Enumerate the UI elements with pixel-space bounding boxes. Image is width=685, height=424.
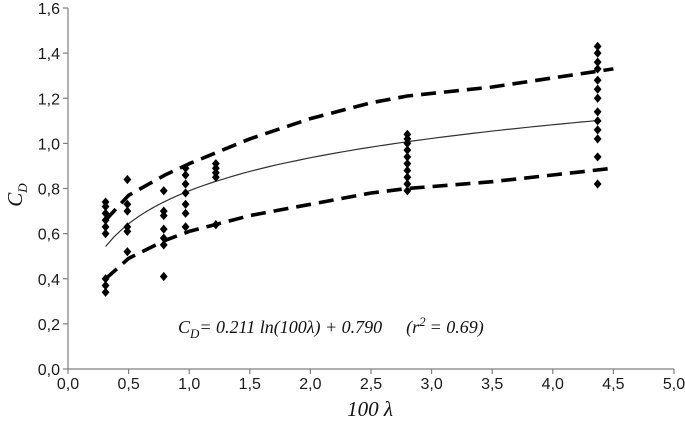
data-point-marker (101, 215, 110, 225)
x-tick-label: 1,5 (239, 376, 261, 393)
data-point-marker (159, 271, 168, 282)
x-tick-label: 3,5 (481, 376, 503, 393)
data-point-marker (181, 179, 190, 189)
data-point-marker (211, 220, 220, 230)
data-point-marker (403, 152, 412, 162)
data-point-marker (593, 134, 602, 144)
data-point-marker (593, 48, 602, 58)
data-point-marker (403, 129, 412, 139)
data-point-marker (593, 152, 602, 162)
data-point-marker (593, 84, 602, 94)
data-point-marker (159, 206, 168, 216)
lower-bound-curve (104, 166, 614, 281)
x-tick-label: 3,0 (420, 376, 442, 393)
fit-equation-annotation: CD= 0.211 ln(100λ) + 0.790 (r2 = 0.69) (178, 314, 484, 341)
data-point-marker (159, 233, 168, 243)
data-point-marker (159, 240, 168, 250)
data-point-marker (593, 179, 602, 189)
data-point-marker (101, 222, 110, 232)
x-tick-label: 0,5 (117, 376, 139, 393)
y-tick-label: 0,4 (38, 272, 60, 289)
equation-cd-base: C (178, 317, 191, 337)
x-tick-label: 2,5 (360, 376, 382, 393)
data-point-marker (181, 222, 190, 232)
data-point-marker (181, 188, 190, 198)
data-point-marker (403, 186, 412, 196)
x-axis-title: 100 λ (347, 397, 393, 421)
x-tick-label: 1,0 (178, 376, 200, 393)
x-tick-label: 4,5 (602, 376, 624, 393)
data-point-marker (101, 197, 110, 207)
data-point-marker (123, 199, 132, 209)
x-tick-label: 5,0 (663, 376, 685, 393)
data-point-marker (181, 163, 190, 173)
data-point-marker (101, 208, 110, 218)
axis-ticks: 0,0 0,5 1,0 1,5 2,0 2,5 3,0 3,5 4,0 4,5 5,0 0,0 0,2 0… (38, 1, 685, 393)
upper-bound-curve (104, 67, 614, 222)
data-point-marker (101, 229, 110, 239)
x-tick-label: 0,0 (57, 376, 79, 393)
data-point-marker (211, 159, 220, 169)
data-point-marker (593, 57, 602, 67)
y-axis-title-base: C (3, 192, 27, 207)
y-tick-label: 1,0 (38, 136, 60, 153)
fit-curve (105, 119, 598, 247)
equation-r-exponent: 2 (419, 314, 426, 329)
data-point-marker (403, 165, 412, 176)
data-point-marker (159, 224, 168, 234)
data-point-marker (101, 280, 110, 291)
y-axis-title: CD (3, 183, 30, 207)
equation-formula: = 0.211 ln(100λ) + 0.790 (199, 317, 382, 338)
y-tick-label: 1,6 (38, 1, 60, 18)
data-point-marker (403, 159, 412, 169)
data-point-marker (101, 274, 110, 284)
y-axis-title-subscript: D (15, 183, 30, 194)
axes (67, 8, 674, 370)
data-point-marker (181, 199, 190, 209)
y-tick-label: 0,8 (38, 182, 60, 199)
equation-r-close: = 0.69) (430, 317, 484, 338)
data-point-marker (593, 125, 602, 135)
data-point-marker (159, 186, 168, 196)
data-point-marker (593, 107, 602, 117)
y-tick-label: 1,2 (38, 91, 60, 108)
equation-cd-subscript: D (189, 326, 200, 341)
data-point-marker (181, 208, 190, 218)
data-point-marker (593, 116, 602, 126)
data-point-marker (593, 93, 602, 103)
data-point-marker (403, 172, 412, 182)
data-points (101, 41, 602, 297)
data-point-marker (403, 145, 412, 155)
data-point-marker (593, 41, 602, 51)
data-point-marker (101, 287, 110, 297)
data-point-marker (593, 64, 602, 74)
data-point-marker (593, 75, 602, 85)
data-point-marker (123, 174, 132, 185)
equation-r-open: (r (406, 317, 420, 338)
data-point-marker (181, 170, 190, 180)
y-tick-label: 0,6 (38, 227, 60, 244)
y-tick-label: 0,2 (38, 317, 60, 334)
x-tick-label: 4,0 (542, 376, 564, 393)
data-point-marker (123, 247, 132, 257)
x-tick-label: 2,0 (299, 376, 321, 393)
y-tick-label: 0,0 (38, 362, 60, 379)
data-point-marker (403, 179, 412, 189)
data-point-marker (123, 222, 132, 232)
curves (104, 67, 614, 281)
data-point-marker (123, 206, 132, 216)
y-tick-label: 1,4 (38, 46, 60, 63)
